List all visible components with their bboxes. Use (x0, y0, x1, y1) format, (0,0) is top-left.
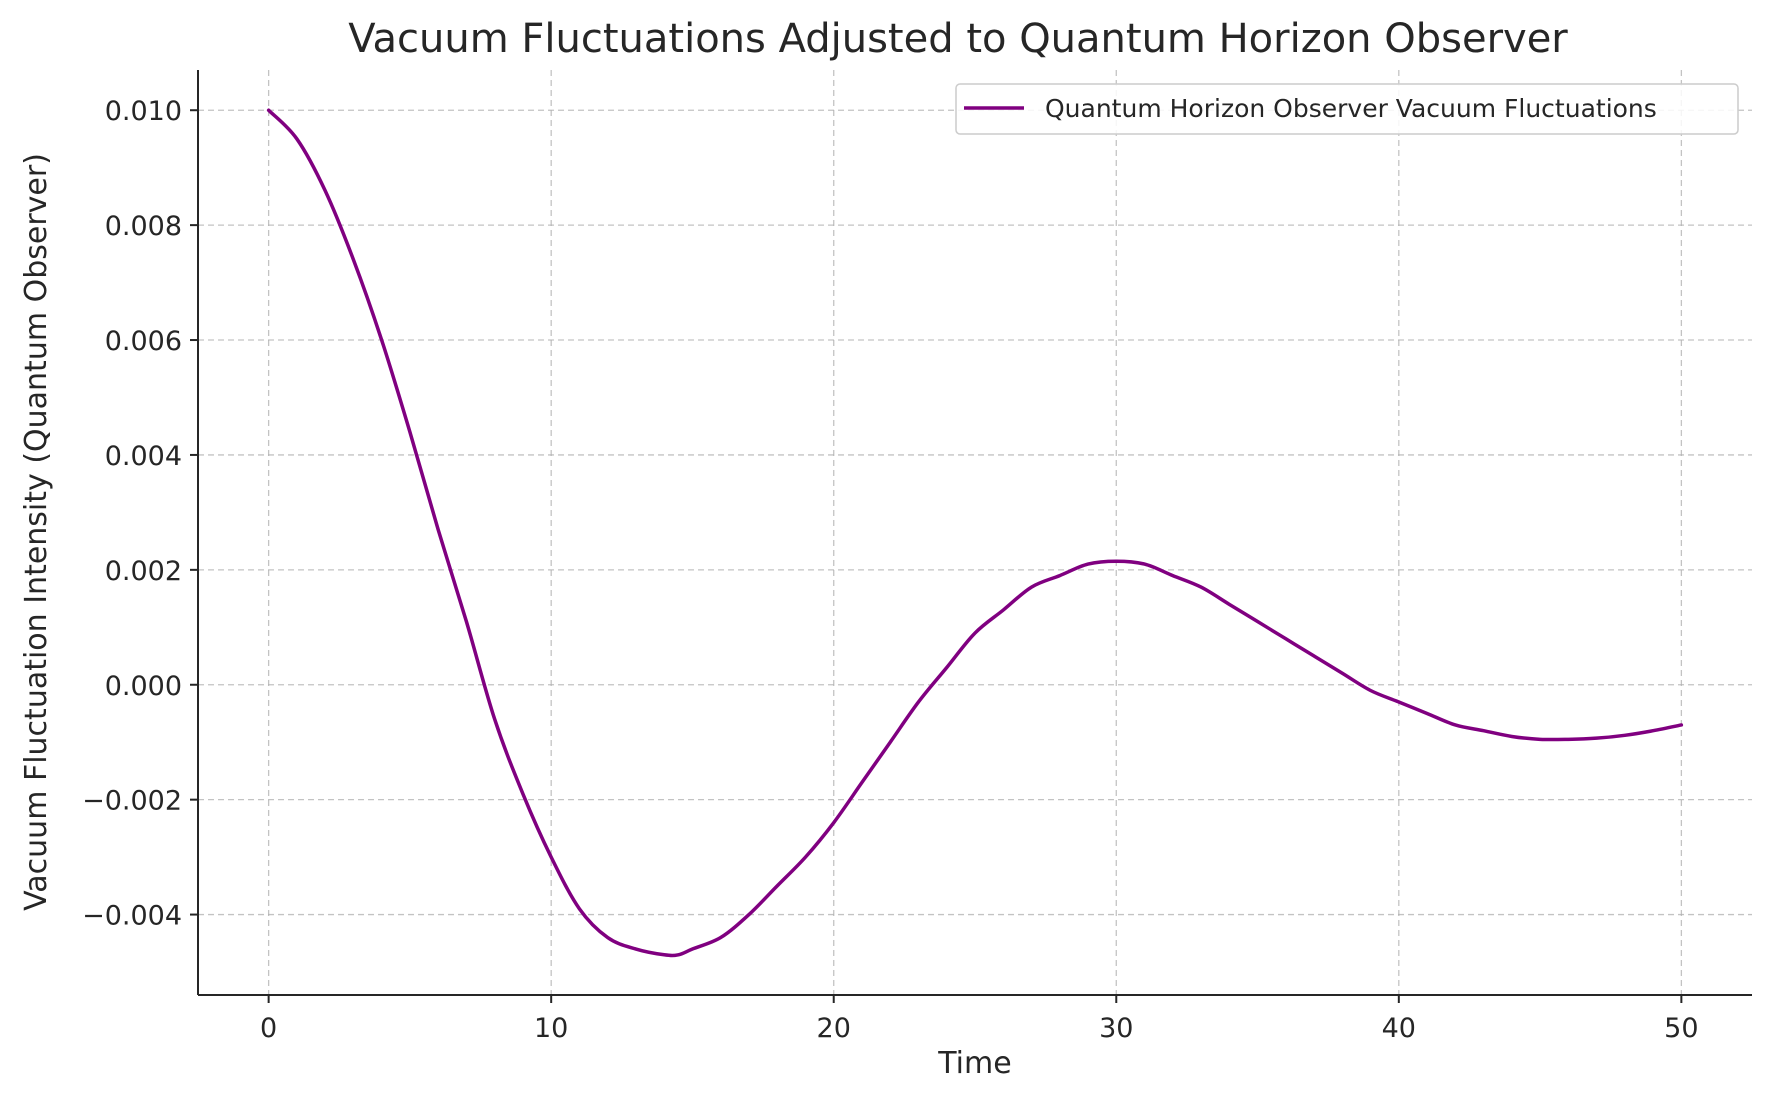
series-layer (266, 108, 1684, 958)
y-tick-label: 0.010 (105, 96, 182, 127)
y-ticks: −0.004 −0.002 0.000 0.002 0.004 0.006 0.008 0.0… (82, 96, 198, 932)
y-axis-label: Vacuum Fluctuation Intensity (Quantum Ob… (19, 153, 54, 911)
x-tick-label: 20 (817, 1013, 851, 1044)
x-tick-label: 40 (1382, 1013, 1416, 1044)
y-tick-label: 0.008 (105, 211, 182, 242)
legend-box (955, 83, 1739, 135)
y-tick-label: −0.002 (82, 786, 182, 817)
y-tick-label: 0.006 (105, 326, 182, 357)
series-line (266, 108, 1684, 958)
y-tick-label: 0.000 (105, 671, 182, 702)
gridlines (198, 70, 1752, 995)
legend-label: Quantum Horizon Observer Vacuum Fluctuat… (1045, 94, 1657, 123)
legend: Quantum Horizon Observer Vacuum Fluctuat… (955, 83, 1739, 135)
chart-title: Vacuum Fluctuations Adjusted to Quantum … (348, 16, 1568, 62)
x-tick-label: 10 (534, 1013, 568, 1044)
x-axis-label: Time (937, 1046, 1011, 1081)
y-tick-label: −0.004 (82, 901, 182, 932)
x-tick-label: 0 (260, 1013, 277, 1044)
x-tick-label: 50 (1664, 1013, 1698, 1044)
x-ticks: 0 10 20 30 40 50 (260, 995, 1699, 1044)
x-tick-label: 30 (1099, 1013, 1133, 1044)
y-tick-label: 0.004 (105, 441, 182, 472)
y-tick-label: 0.002 (105, 556, 182, 587)
